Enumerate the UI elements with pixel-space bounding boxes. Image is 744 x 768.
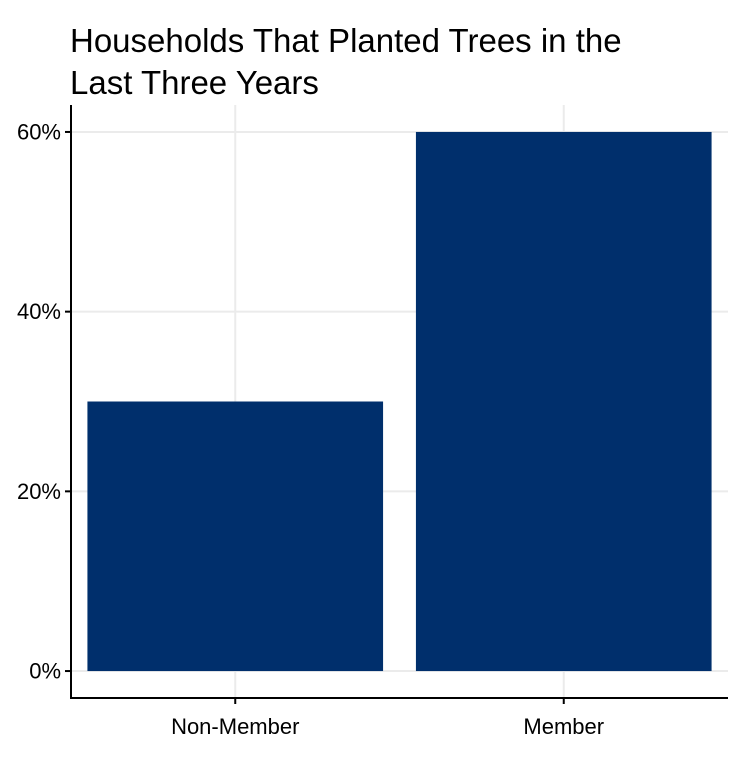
chart-title-line-2: Last Three Years	[70, 64, 319, 101]
y-tick-label-1: 20%	[17, 479, 61, 504]
y-tick-label-2: 40%	[17, 299, 61, 324]
bar-layer	[87, 131, 712, 672]
bar-member	[415, 131, 712, 672]
y-tick-label-0: 0%	[29, 659, 61, 684]
y-tick-label-3: 60%	[17, 119, 61, 144]
label-layer: 0% 20% 40% 60% Non-Member Member	[17, 119, 604, 739]
bar-non-member	[87, 401, 384, 672]
axis-layer	[65, 105, 728, 704]
x-tick-label-0: Non-Member	[171, 714, 299, 739]
x-tick-label-1: Member	[523, 714, 604, 739]
chart-title-line-1: Households That Planted Trees in the	[70, 22, 622, 59]
